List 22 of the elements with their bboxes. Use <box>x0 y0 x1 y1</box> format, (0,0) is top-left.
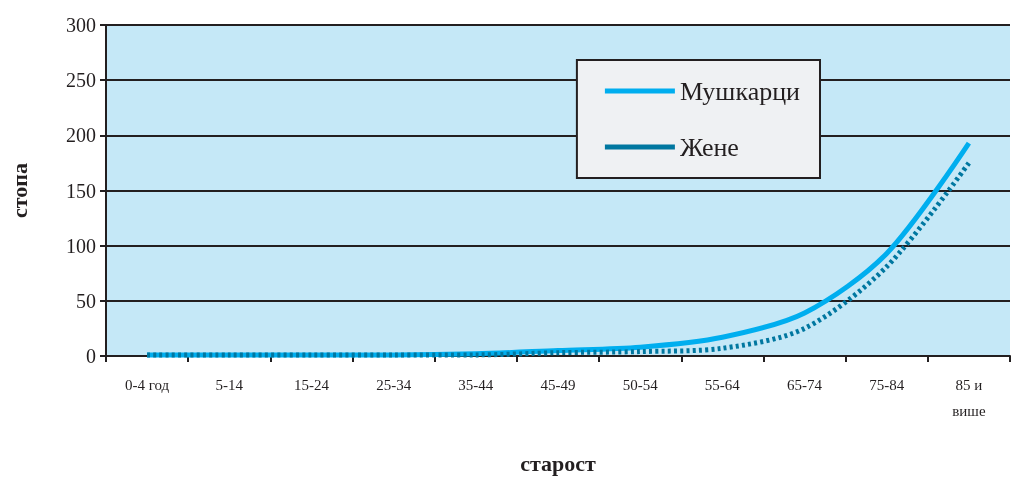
y-tick-label: 100 <box>66 234 96 257</box>
x-axis-title: старост <box>520 450 597 476</box>
x-tick-label: 5-14 <box>215 377 244 393</box>
y-tick-label: 250 <box>66 69 96 92</box>
x-tick-label: 85 и више <box>952 377 986 419</box>
y-tick-label: 200 <box>66 124 96 147</box>
x-tick-label: 75-84 <box>869 377 905 393</box>
y-tick-label: 150 <box>66 179 96 202</box>
x-tick-label: 50-54 <box>622 377 659 393</box>
y-axis-title: стопа <box>6 163 32 218</box>
x-tick-label: 45-49 <box>540 377 576 393</box>
x-tick-label: 25-34 <box>376 377 412 393</box>
legend-label: Жене <box>679 132 739 162</box>
x-tick-label: 55-64 <box>704 377 741 393</box>
x-tick-label: 15-24 <box>293 377 330 393</box>
y-tick-label: 0 <box>86 345 96 367</box>
y-tick-label: 300 <box>66 14 96 36</box>
y-tick-label: 50 <box>76 289 96 312</box>
x-tick-label: 65-74 <box>787 377 823 393</box>
x-tick-label: 35-44 <box>458 377 494 393</box>
legend-label: Мушкарци <box>679 76 801 106</box>
x-tick-label: 0-4 год <box>124 377 170 393</box>
